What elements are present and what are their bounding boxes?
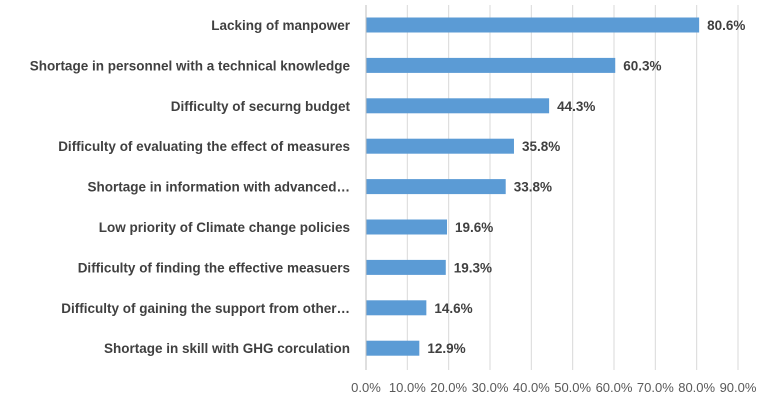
- x-tick-labels: 0.0% 10.0% 20.0% 30.0% 40.0% 50.0% 60.0% 70.0% 8…: [351, 380, 757, 395]
- category-labels: Lacking of manpower Shortage in personnel…: [30, 18, 351, 356]
- bar: [366, 98, 550, 114]
- bar: [366, 57, 616, 73]
- x-tick-label: 70.0%: [637, 380, 674, 395]
- x-tick-label: 10.0%: [389, 380, 426, 395]
- category-label: Low priority of Climate change policies: [99, 220, 350, 235]
- value-label: 14.6%: [434, 301, 472, 316]
- bar: [366, 219, 448, 235]
- category-label: Shortage in skill with GHG corculation: [104, 341, 350, 356]
- x-tick-label: 50.0%: [554, 380, 591, 395]
- category-label: Lacking of manpower: [211, 18, 351, 33]
- category-label: Difficulty of evaluating the effect of m…: [58, 139, 350, 154]
- bar: [366, 138, 514, 154]
- value-label: 35.8%: [522, 139, 560, 154]
- x-tick-label: 0.0%: [351, 380, 381, 395]
- x-tick-label: 40.0%: [513, 380, 550, 395]
- bar: [366, 340, 420, 356]
- bar: [366, 179, 506, 195]
- x-tick-label: 20.0%: [430, 380, 467, 395]
- category-label: Shortage in information with advanced…: [87, 180, 350, 195]
- value-label: 60.3%: [623, 58, 661, 73]
- bars: [366, 17, 700, 356]
- category-label: Difficulty of securng budget: [171, 99, 351, 114]
- bar: [366, 259, 446, 275]
- category-label: Difficulty of gaining the support from o…: [61, 301, 350, 316]
- bar: [366, 17, 700, 33]
- value-label: 12.9%: [427, 341, 465, 356]
- value-labels: 80.6% 60.3% 44.3% 35.8% 33.8% 19.6% 19.3% 14.6%…: [427, 18, 745, 356]
- category-label: Shortage in personnel with a technical k…: [30, 58, 351, 73]
- value-label: 19.3%: [454, 260, 492, 275]
- value-label: 80.6%: [707, 18, 745, 33]
- x-tick-label: 30.0%: [472, 380, 509, 395]
- value-label: 19.6%: [455, 220, 493, 235]
- bar: [366, 300, 427, 316]
- x-tick-label: 80.0%: [678, 380, 715, 395]
- category-label: Difficulty of finding the effective meas…: [78, 260, 350, 275]
- value-label: 33.8%: [514, 180, 552, 195]
- value-label: 44.3%: [557, 99, 595, 114]
- x-tick-label: 90.0%: [720, 380, 757, 395]
- x-tick-label: 60.0%: [596, 380, 633, 395]
